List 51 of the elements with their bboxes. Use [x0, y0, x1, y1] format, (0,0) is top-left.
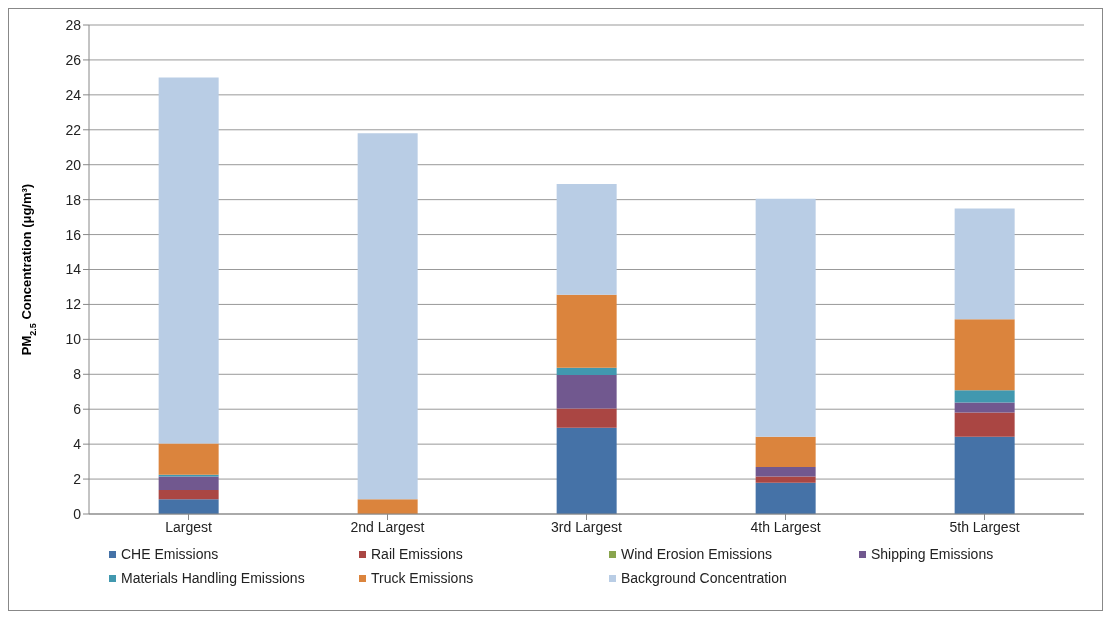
legend-label: Truck Emissions [371, 570, 474, 586]
y-tick-label: 16 [65, 226, 82, 243]
bar [954, 402, 1015, 413]
bar [556, 367, 617, 375]
x-tick-label: 2nd Largest [350, 518, 425, 535]
legend-label: CHE Emissions [121, 546, 219, 562]
bar [357, 133, 418, 500]
y-tick-label: 26 [65, 51, 82, 68]
bar [158, 476, 219, 490]
bar [954, 412, 1015, 437]
y-tick-label: 6 [73, 401, 82, 418]
bar [954, 390, 1015, 403]
y-tick-label: 28 [65, 16, 82, 33]
bar [158, 77, 219, 444]
bar [158, 499, 219, 514]
y-tick-label: 8 [73, 366, 82, 383]
y-tick-label: 0 [73, 505, 82, 522]
bar [954, 319, 1015, 391]
bar [954, 208, 1015, 320]
y-tick-label: 14 [65, 261, 82, 278]
y-tick-label: 20 [65, 156, 82, 173]
legend-label: Shipping Emissions [871, 546, 994, 562]
bar [556, 183, 617, 295]
y-tick-label: 22 [65, 121, 82, 138]
bar [954, 436, 1015, 514]
y-tick-label: 2 [73, 471, 82, 488]
y-tick-label: 18 [65, 191, 82, 208]
legend-label: Background Concentration [621, 570, 787, 586]
y-tick-label: 24 [65, 86, 82, 103]
legend-label: Rail Emissions [371, 546, 463, 562]
x-tick-label: Largest [165, 518, 212, 535]
y-tick-label: 4 [73, 436, 82, 453]
x-tick-label: 4th Largest [750, 518, 821, 535]
bar [755, 482, 816, 514]
bar [357, 499, 418, 514]
legend-label: Materials Handling Emissions [121, 570, 305, 586]
x-tick-label: 3rd Largest [551, 518, 623, 535]
y-tick-label: 10 [65, 331, 82, 348]
y-tick-label: 12 [65, 296, 82, 313]
bar [556, 427, 617, 514]
bar [158, 443, 219, 475]
legend-label: Wind Erosion Emissions [621, 546, 772, 562]
bar [556, 374, 617, 409]
x-tick-label: 5th Largest [949, 518, 1020, 535]
bar [556, 294, 617, 368]
bar [755, 198, 816, 437]
bar [556, 408, 617, 428]
bar [755, 436, 816, 468]
bar [755, 476, 816, 483]
bar [158, 489, 219, 500]
bar [755, 467, 816, 477]
